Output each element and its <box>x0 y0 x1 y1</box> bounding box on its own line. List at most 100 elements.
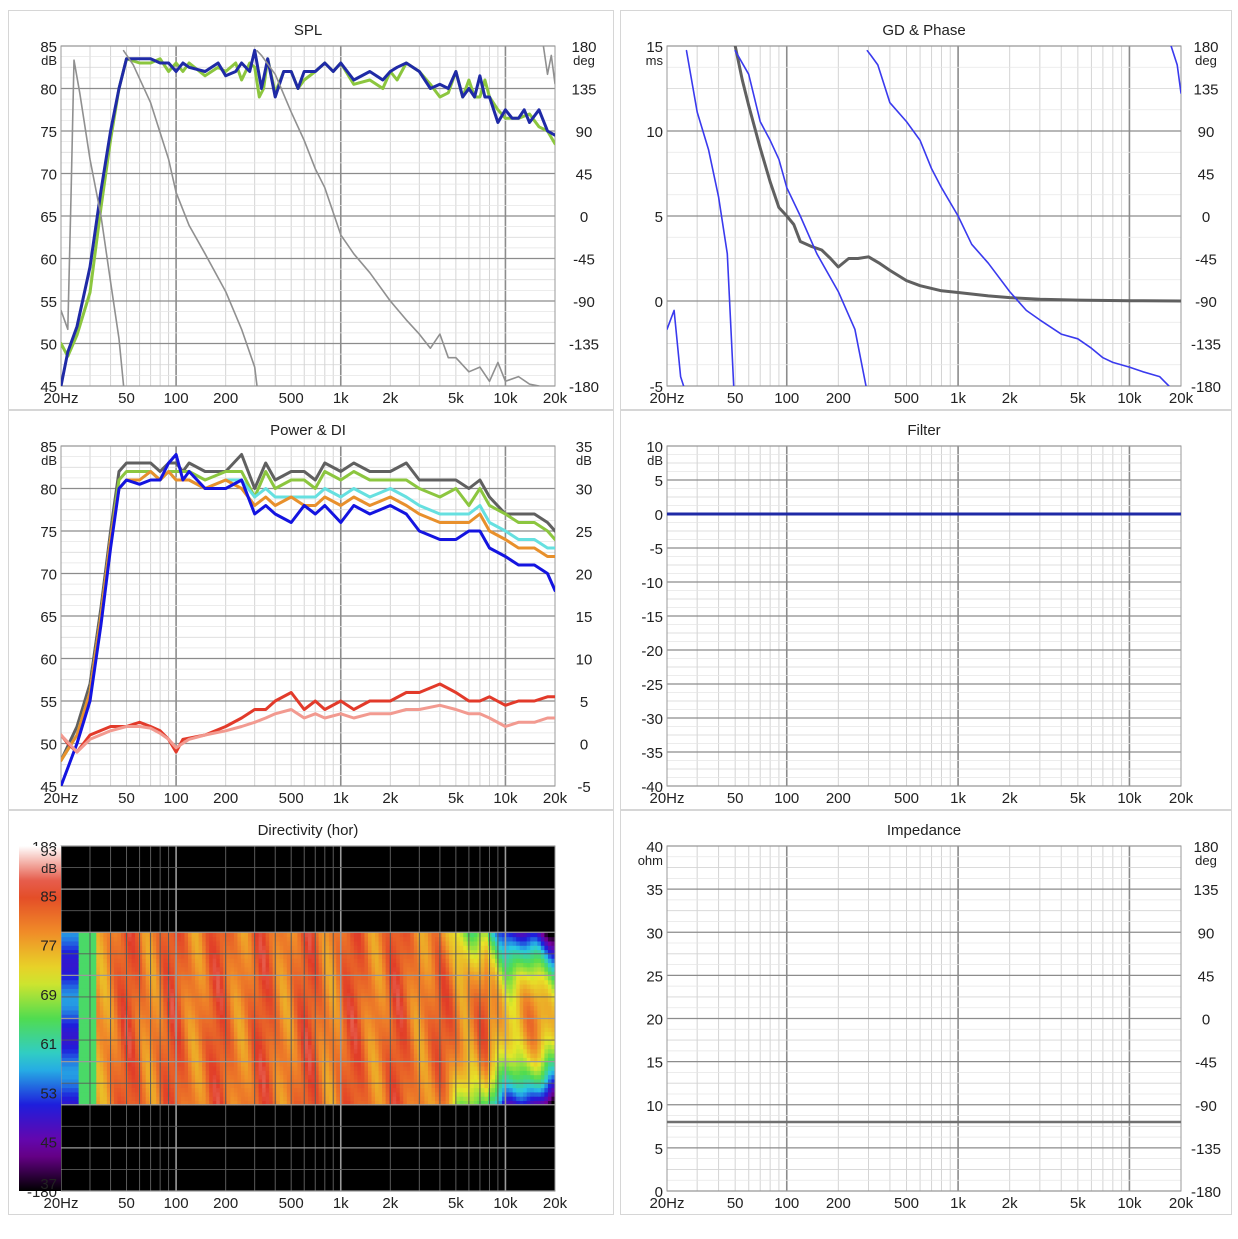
grid <box>667 845 1181 1192</box>
y-tick-label: 55 <box>40 694 57 711</box>
y-tick-label: 80 <box>40 82 57 99</box>
y2-tick-label: 180 <box>1193 39 1218 56</box>
y2-tick-label: 135 <box>1193 82 1218 99</box>
y-tick-label: 5 <box>655 1141 663 1158</box>
grid <box>667 445 1181 787</box>
y-axis-unit: ms <box>646 53 664 68</box>
series-line <box>61 703 555 754</box>
grid <box>61 845 555 1192</box>
x-tick-label: 100 <box>774 790 799 807</box>
x-tick-label: 100 <box>774 1195 799 1212</box>
colorbar-tick-label: 37 <box>40 1176 57 1193</box>
series-line <box>256 49 540 386</box>
y2-tick-label: -180 <box>1191 1184 1221 1201</box>
chart-panel-directivity: Directivity (hor) 20Hz 50 100 200 500 1k 2k 5k 10… <box>8 810 614 1215</box>
y-tick-label: -5 <box>650 541 663 558</box>
y-tick-label: 35 <box>646 882 663 899</box>
y2-tick-label: 45 <box>1198 968 1215 985</box>
series-line <box>61 453 555 762</box>
y-tick-label: -35 <box>641 745 663 762</box>
y-tick-label: 0 <box>655 294 663 311</box>
y-tick-label: 20 <box>646 1012 663 1029</box>
y-tick-label: 55 <box>40 294 57 311</box>
y2-tick-label: 135 <box>1193 882 1218 899</box>
y-tick-label: 5 <box>655 209 663 226</box>
x-tick-label: 50 <box>727 1195 744 1212</box>
chart-title: Directivity (hor) <box>258 822 359 839</box>
y2-tick-label: -135 <box>1191 337 1221 354</box>
x-tick-label: 2k <box>382 390 398 407</box>
chart-title: Impedance <box>887 822 961 839</box>
y-tick-label: 85 <box>40 39 57 56</box>
series-line <box>734 49 867 386</box>
chart-panel-spl: SPL 20Hz 50 100 200 500 1k 2k 5k 10k 20k 85 80 75 70 65… <box>8 10 614 410</box>
series-line <box>1170 46 1181 94</box>
colorbar-unit: dB <box>41 861 57 876</box>
x-tick-label: 200 <box>213 790 238 807</box>
series-line <box>685 49 735 386</box>
y-tick-label: -40 <box>641 779 663 796</box>
series-line <box>667 309 685 386</box>
x-tick-label: 20Hz <box>649 1195 684 1212</box>
y-tick-label: 65 <box>40 609 57 626</box>
y2-tick-label: 5 <box>580 694 588 711</box>
x-tick-label: 20k <box>1169 390 1194 407</box>
x-tick-label: 50 <box>727 790 744 807</box>
y-axis-unit: dB <box>41 53 57 68</box>
y-tick-label: -30 <box>641 711 663 728</box>
x-tick-label: 200 <box>826 390 851 407</box>
x-tick-label: 5k <box>448 390 464 407</box>
y-tick-label: 75 <box>40 124 57 141</box>
y-tick-label: 70 <box>40 567 57 584</box>
chart-svg-directivity: Directivity (hor) 20Hz 50 100 200 500 1k 2k 5k 10… <box>19 822 568 1212</box>
x-tick-label: 100 <box>164 390 189 407</box>
y-tick-label: -25 <box>641 677 663 694</box>
colorbar-tick-label: 77 <box>40 938 57 955</box>
y2-tick-label: 45 <box>576 167 593 184</box>
y2-tick-label: 180 <box>571 39 596 56</box>
chart-panel-power-di: Power & DI 20Hz 50 100 200 500 1k 2k 5k 10k 20k 85 8… <box>8 410 614 810</box>
y-tick-label: 15 <box>646 1055 663 1072</box>
y-tick-label: 75 <box>40 524 57 541</box>
y2-axis-unit: deg <box>573 53 595 68</box>
x-tick-label: 20k <box>543 790 568 807</box>
y2-tick-label: -5 <box>577 779 590 796</box>
chart-title: SPL <box>294 22 322 39</box>
x-tick-label: 1k <box>950 790 966 807</box>
y-tick-label: 85 <box>40 439 57 456</box>
y-tick-label: 15 <box>646 39 663 56</box>
x-tick-label: 20k <box>1169 1195 1194 1212</box>
y-tick-label: 65 <box>40 209 57 226</box>
x-tick-label: 2k <box>382 1195 398 1212</box>
y2-tick-label: 90 <box>1198 124 1215 141</box>
series-group <box>61 453 555 786</box>
y2-axis-unit: dB <box>576 453 592 468</box>
x-tick-label: 200 <box>826 1195 851 1212</box>
y2-tick-label: 15 <box>576 609 593 626</box>
x-tick-label: 10k <box>493 1195 518 1212</box>
series-line <box>733 46 1181 303</box>
y-tick-label: 25 <box>646 968 663 985</box>
y2-tick-label: 20 <box>576 567 593 584</box>
x-tick-label: 500 <box>279 790 304 807</box>
y-tick-label: 70 <box>40 167 57 184</box>
x-tick-label: 200 <box>826 790 851 807</box>
series-line <box>61 453 555 786</box>
x-tick-label: 500 <box>279 390 304 407</box>
colorbar-tick-label: 45 <box>40 1135 57 1152</box>
y-tick-label: 50 <box>40 337 57 354</box>
y2-tick-label: -135 <box>1191 1141 1221 1158</box>
y2-tick-label: 25 <box>576 524 593 541</box>
y-tick-label: 5 <box>655 473 663 490</box>
colorbar-tick-label: 85 <box>40 888 57 905</box>
y2-tick-label: -135 <box>569 337 599 354</box>
y-tick-label: 45 <box>40 379 57 396</box>
y-axis-unit: dB <box>647 453 663 468</box>
y-tick-label: -10 <box>641 575 663 592</box>
x-tick-label: 10k <box>1117 390 1142 407</box>
x-tick-label: 50 <box>118 1195 135 1212</box>
y2-tick-label: 10 <box>576 652 593 669</box>
